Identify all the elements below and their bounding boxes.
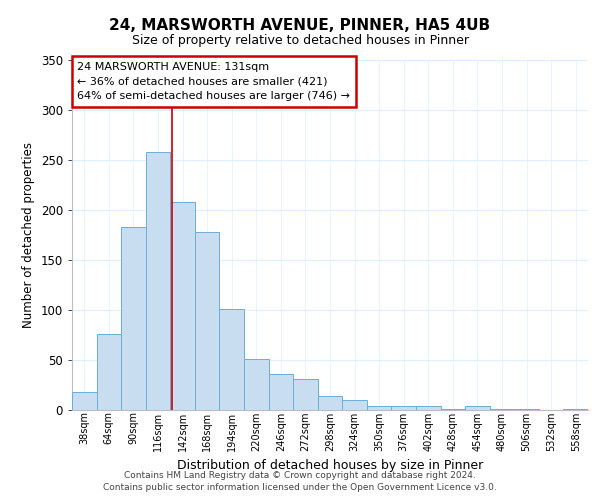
Bar <box>367 406 391 410</box>
X-axis label: Distribution of detached houses by size in Pinner: Distribution of detached houses by size … <box>177 459 483 472</box>
Bar <box>244 359 269 410</box>
Bar <box>146 152 170 410</box>
Bar <box>391 406 416 410</box>
Bar <box>318 396 342 410</box>
Y-axis label: Number of detached properties: Number of detached properties <box>22 142 35 328</box>
Bar <box>97 334 121 410</box>
Bar <box>465 406 490 410</box>
Bar <box>293 379 318 410</box>
Bar <box>195 232 220 410</box>
Bar <box>269 374 293 410</box>
Bar <box>220 309 244 410</box>
Bar <box>72 392 97 410</box>
Bar <box>563 409 588 410</box>
Bar <box>440 409 465 410</box>
Bar <box>170 202 195 410</box>
Bar <box>121 227 146 410</box>
Bar <box>490 409 514 410</box>
Text: 24 MARSWORTH AVENUE: 131sqm
← 36% of detached houses are smaller (421)
64% of se: 24 MARSWORTH AVENUE: 131sqm ← 36% of det… <box>77 62 350 102</box>
Text: Size of property relative to detached houses in Pinner: Size of property relative to detached ho… <box>131 34 469 47</box>
Text: Contains HM Land Registry data © Crown copyright and database right 2024.
Contai: Contains HM Land Registry data © Crown c… <box>103 471 497 492</box>
Bar <box>342 400 367 410</box>
Bar <box>514 409 539 410</box>
Text: 24, MARSWORTH AVENUE, PINNER, HA5 4UB: 24, MARSWORTH AVENUE, PINNER, HA5 4UB <box>109 18 491 32</box>
Bar <box>416 406 440 410</box>
